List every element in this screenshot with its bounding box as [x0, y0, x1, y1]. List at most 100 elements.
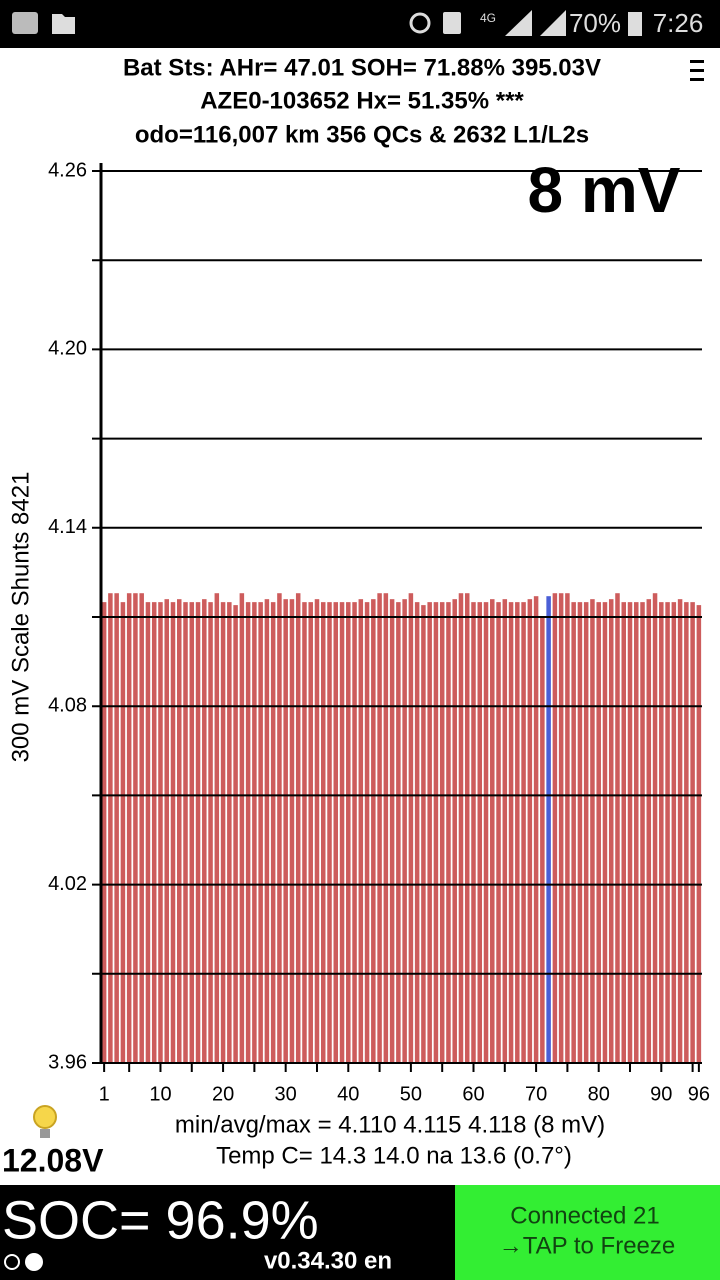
signal-icon-2 [540, 10, 566, 36]
bar [126, 593, 132, 1063]
bar [358, 599, 364, 1063]
plot: 3.96 4.02 4.08 4.14 4.20 4.26 1 10 20 30 40 50 60 70 8… [48, 159, 710, 1105]
bar [446, 602, 451, 1063]
bar [151, 602, 157, 1063]
bar [502, 599, 508, 1063]
bar [477, 602, 483, 1063]
cell-stats: min/avg/max = 4.110 4.115 4.118 (8 mV) [175, 1111, 605, 1138]
bar [320, 602, 326, 1063]
x-tick-label: 70 [525, 1083, 547, 1105]
folder-icon [52, 14, 75, 34]
bar [621, 602, 626, 1063]
network-type: 4G [480, 11, 496, 25]
clock: 7:26 [653, 8, 704, 38]
x-tick-label: 50 [400, 1083, 422, 1105]
bar [177, 599, 182, 1063]
bar [634, 602, 639, 1063]
bar [521, 602, 526, 1063]
bar [258, 602, 263, 1063]
menu-bar[interactable] [690, 60, 704, 63]
temperatures: Temp C= 14.3 14.0 na 13.6 (0.7°) [216, 1142, 572, 1169]
bar [195, 602, 201, 1063]
bar [371, 599, 376, 1063]
aux-voltage: 12.08V [2, 1142, 104, 1178]
bar [571, 602, 576, 1063]
footer-panel [0, 1185, 455, 1280]
bar [458, 593, 464, 1063]
bar [389, 599, 395, 1063]
bar [202, 599, 207, 1063]
bar [227, 602, 232, 1063]
y-tick-label: 4.08 [48, 694, 87, 716]
bar [665, 602, 670, 1063]
bar [139, 593, 144, 1063]
bulb-glass [33, 1105, 57, 1129]
bar [108, 593, 113, 1063]
bar [533, 596, 539, 1063]
x-tick-label: 30 [275, 1083, 297, 1105]
soc: SOC= 96.9% [2, 1190, 319, 1250]
bar [602, 602, 608, 1063]
freeze-label[interactable]: →TAP to Freeze [499, 1232, 676, 1259]
menu-bar[interactable] [690, 69, 704, 72]
bar [490, 599, 495, 1063]
connection-status[interactable]: Connected 21 [510, 1202, 659, 1229]
bar [690, 602, 695, 1063]
y-tick-label: 4.26 [48, 159, 87, 181]
bar [214, 593, 220, 1063]
bar [527, 599, 533, 1063]
x-tick-label: 90 [650, 1083, 672, 1105]
bar [515, 602, 520, 1063]
bar [640, 602, 645, 1063]
bar [164, 599, 169, 1063]
bar [483, 602, 489, 1063]
bar [439, 602, 445, 1063]
bar [540, 617, 545, 1063]
y-axis-label: 300 mV Scale Shunts 8421 [7, 472, 34, 763]
bar [295, 593, 301, 1063]
bar [264, 599, 270, 1063]
bar [183, 602, 188, 1063]
version: v0.34.30 en [264, 1247, 392, 1274]
indicator-empty [4, 1254, 20, 1270]
bar [339, 602, 345, 1063]
menu-bar[interactable] [690, 78, 704, 81]
bar [245, 602, 251, 1063]
bar [233, 605, 238, 1063]
bulb-icon [33, 1105, 57, 1138]
bar [252, 602, 257, 1063]
bar [239, 593, 245, 1063]
bar [546, 596, 551, 1063]
bar [615, 593, 620, 1063]
button-bg[interactable] [455, 1185, 720, 1280]
bar [659, 602, 664, 1063]
bar [346, 602, 351, 1063]
bar [289, 599, 295, 1063]
bar [114, 593, 119, 1063]
y-tick-label: 4.20 [48, 338, 87, 360]
bar [646, 599, 652, 1063]
bar [496, 602, 501, 1063]
x-tick-label: 20 [212, 1083, 234, 1105]
bar [364, 602, 370, 1063]
x-tick-label: 10 [149, 1083, 171, 1105]
bar [565, 593, 570, 1063]
x-tick-label: 1 [99, 1083, 110, 1105]
bar [677, 599, 683, 1063]
bar [427, 602, 432, 1063]
freeze-button[interactable]: Connected 21 →TAP to Freeze [455, 1185, 720, 1280]
x-tick-label: 80 [588, 1083, 610, 1105]
bar [508, 602, 514, 1063]
bar [333, 602, 339, 1063]
bar [302, 602, 307, 1063]
y-tick-label: 4.02 [48, 873, 87, 895]
alarm-icon [409, 12, 431, 34]
bar [352, 602, 357, 1063]
menu-button[interactable] [690, 60, 704, 81]
bar [590, 599, 595, 1063]
bar [696, 605, 702, 1063]
scale-annotation: 8 mV [528, 154, 681, 226]
bar [558, 593, 564, 1063]
bar [383, 593, 389, 1063]
